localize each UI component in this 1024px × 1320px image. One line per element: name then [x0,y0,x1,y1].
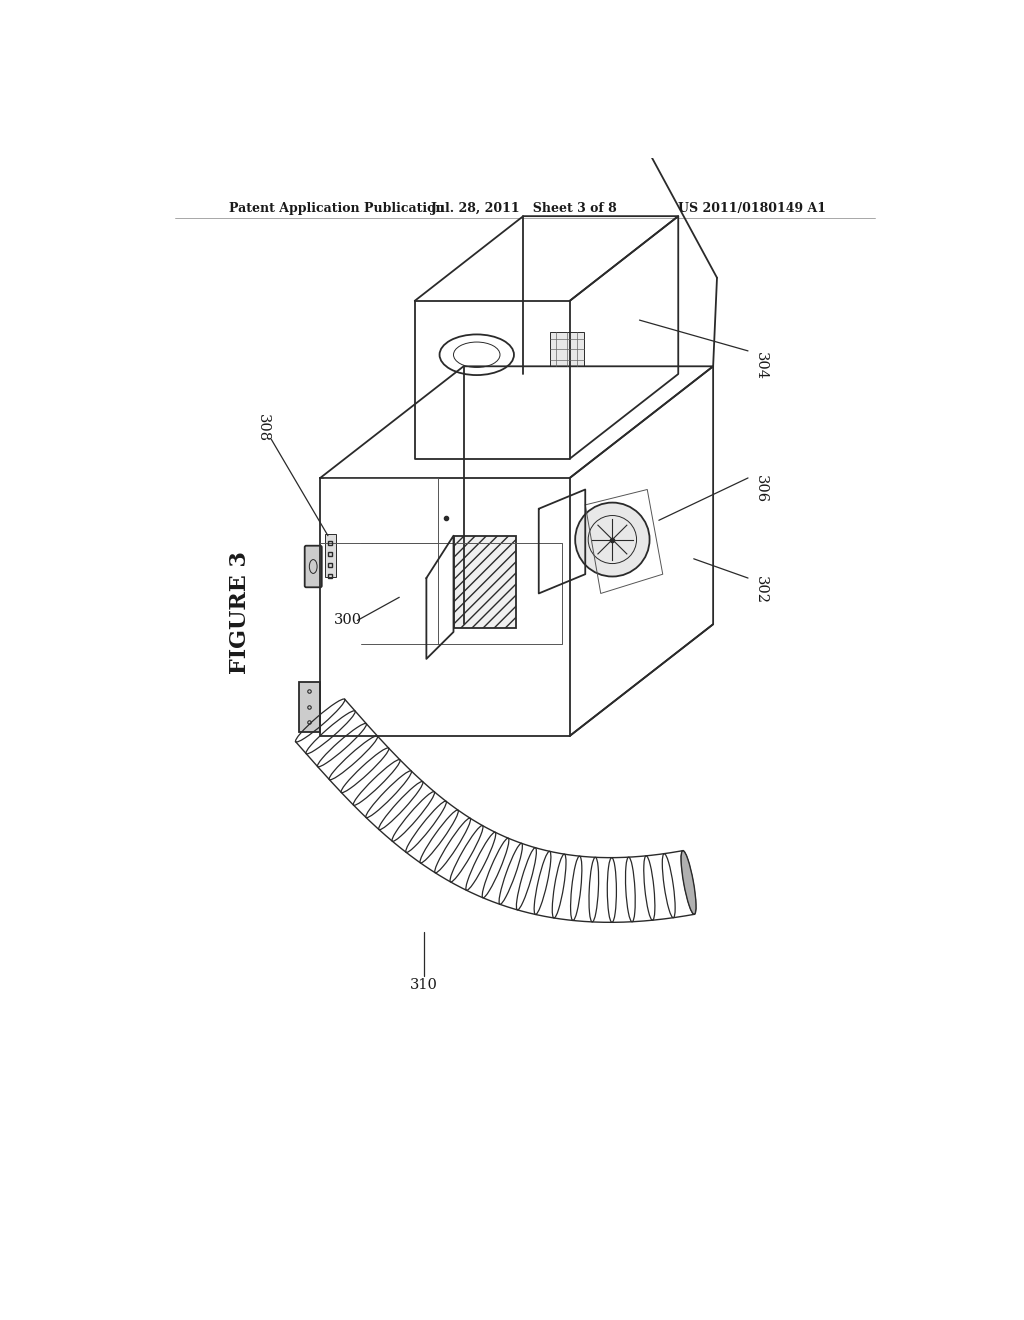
Bar [454,536,515,628]
Bar [299,682,321,733]
Text: 306: 306 [755,475,768,503]
Ellipse shape [681,850,696,915]
Bar [550,333,584,367]
Ellipse shape [575,503,649,577]
Bar [325,535,336,577]
Text: 310: 310 [411,978,438,993]
Text: 308: 308 [256,414,270,442]
FancyBboxPatch shape [305,545,322,587]
Text: 304: 304 [755,352,768,380]
Text: 300: 300 [334,614,362,627]
Text: 302: 302 [755,576,768,603]
Text: US 2011/0180149 A1: US 2011/0180149 A1 [678,202,825,215]
Text: FIGURE 3: FIGURE 3 [229,552,251,675]
Text: Patent Application Publication: Patent Application Publication [228,202,444,215]
Text: Jul. 28, 2011   Sheet 3 of 8: Jul. 28, 2011 Sheet 3 of 8 [431,202,618,215]
